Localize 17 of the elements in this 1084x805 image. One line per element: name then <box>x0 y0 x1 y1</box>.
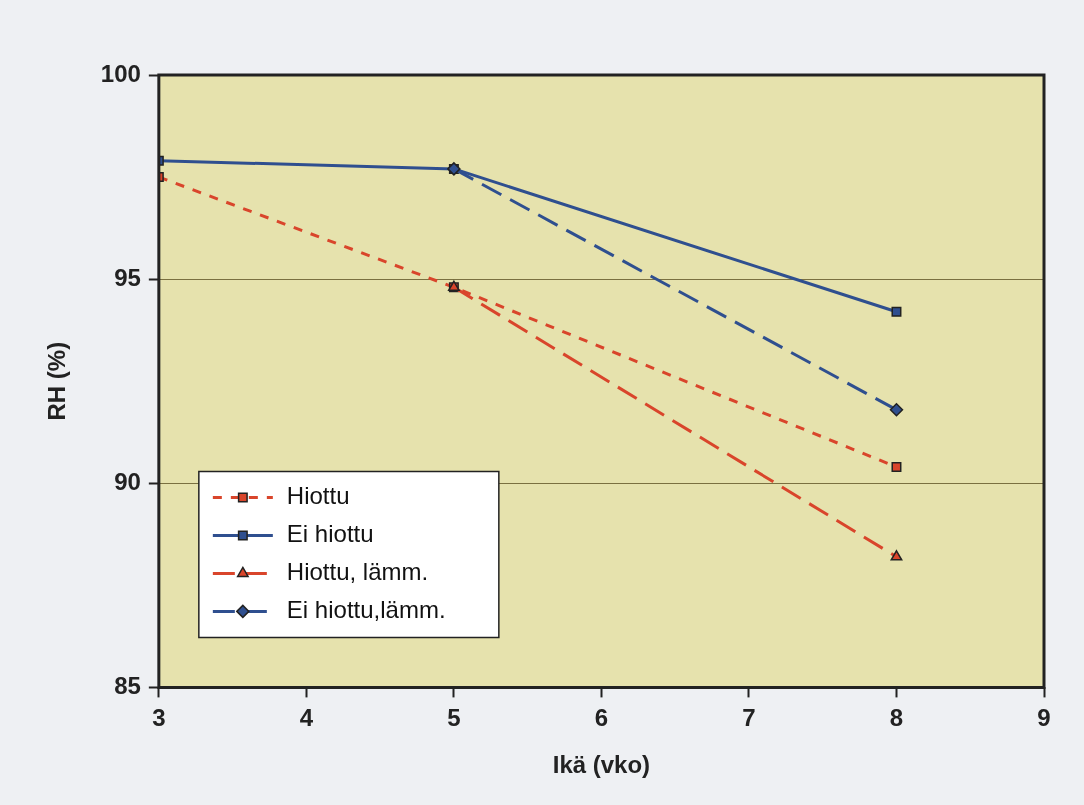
legend-label: Ei hiottu <box>286 520 374 548</box>
x-tick-label: 6 <box>594 704 609 732</box>
y-tick-label: 95 <box>114 263 141 291</box>
legend-label: Hiottu <box>286 482 350 510</box>
legend-label: Hiottu, lämm. <box>286 558 429 586</box>
y-tick-label: 90 <box>114 467 141 495</box>
x-tick-label: 5 <box>447 704 461 732</box>
x-tick-label: 3 <box>152 704 166 732</box>
y-axis-title: RH (%) <box>43 341 71 421</box>
x-axis-title: Ikä (vko) <box>552 751 651 779</box>
x-tick-label: 4 <box>299 704 314 732</box>
x-tick-label: 8 <box>889 704 904 732</box>
legend-label: Ei hiottu,lämm. <box>286 596 446 624</box>
x-tick-label: 7 <box>742 704 756 732</box>
x-tick-label: 9 <box>1037 704 1051 732</box>
y-tick-label: 100 <box>100 59 141 87</box>
y-tick-label: 85 <box>114 672 141 700</box>
